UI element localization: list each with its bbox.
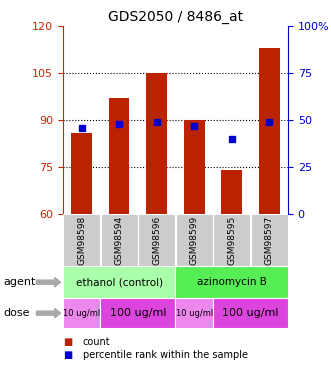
Bar [251, 214, 288, 266]
Bar [213, 214, 250, 266]
Bar [184, 120, 205, 214]
Bar [213, 298, 288, 328]
Bar [175, 298, 213, 328]
Text: ethanol (control): ethanol (control) [75, 277, 163, 287]
Bar [109, 98, 129, 214]
Text: GSM98598: GSM98598 [77, 215, 86, 265]
Bar [138, 214, 175, 266]
Text: 100 ug/ml: 100 ug/ml [222, 308, 279, 318]
Text: azinomycin B: azinomycin B [197, 277, 267, 287]
Bar [63, 214, 100, 266]
Text: 100 ug/ml: 100 ug/ml [110, 308, 166, 318]
Bar [146, 73, 167, 214]
Text: agent: agent [3, 277, 36, 287]
Text: GSM98594: GSM98594 [115, 215, 124, 265]
Title: GDS2050 / 8486_at: GDS2050 / 8486_at [108, 10, 243, 24]
Bar [221, 170, 242, 214]
Text: GSM98597: GSM98597 [265, 215, 274, 265]
Text: ■: ■ [63, 337, 72, 347]
Text: GSM98595: GSM98595 [227, 215, 236, 265]
Text: GSM98599: GSM98599 [190, 215, 199, 265]
Text: dose: dose [3, 308, 30, 318]
Text: GSM98596: GSM98596 [152, 215, 161, 265]
Text: 10 ug/ml: 10 ug/ml [175, 309, 213, 318]
Bar [175, 266, 288, 298]
Bar [63, 266, 175, 298]
Bar [101, 214, 138, 266]
Text: 10 ug/ml: 10 ug/ml [63, 309, 100, 318]
Bar [63, 298, 100, 328]
Text: count: count [83, 337, 110, 347]
Bar [71, 132, 92, 214]
Bar [100, 298, 175, 328]
Bar [176, 214, 213, 266]
Text: percentile rank within the sample: percentile rank within the sample [83, 350, 248, 360]
Bar [259, 48, 279, 214]
Text: ■: ■ [63, 350, 72, 360]
